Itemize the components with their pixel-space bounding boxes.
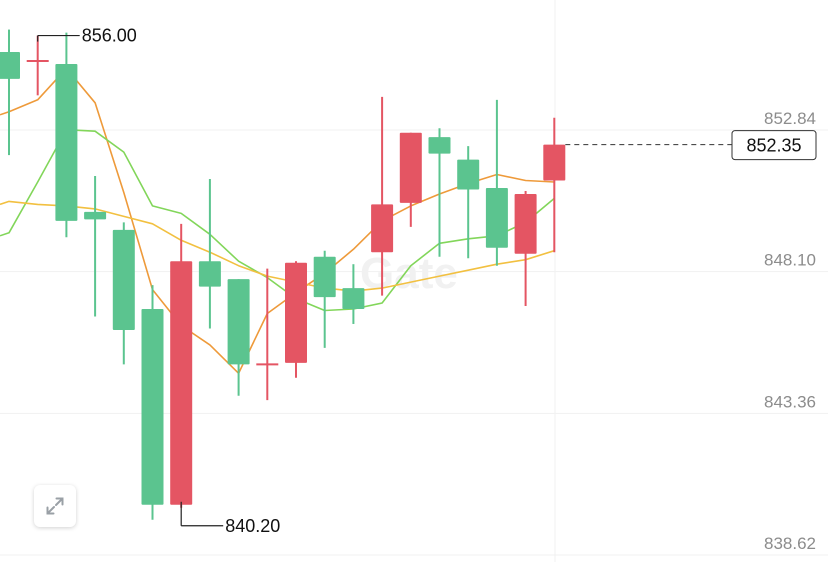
candle-body [485, 187, 508, 248]
candle-body [428, 137, 451, 154]
candle-body [112, 229, 135, 330]
last-price-box [731, 130, 817, 161]
candle-body [285, 262, 307, 363]
candle-body [313, 256, 336, 298]
price-axis-label: 852.84 [764, 109, 816, 128]
candle-body [371, 204, 394, 253]
candle-body [198, 261, 221, 287]
watermark: Gate [360, 249, 458, 298]
candle-body [84, 211, 107, 220]
expand-button[interactable] [34, 485, 76, 527]
price-axis: 852.84 848.10 843.36 838.62 [764, 109, 816, 553]
expand-arrows-icon [46, 497, 64, 515]
price-axis-label: 843.36 [764, 392, 816, 411]
last-price-label: 852.35 [746, 136, 801, 156]
candle-body [342, 288, 365, 310]
low-price-label: 840.20 [225, 516, 280, 536]
candle-body [514, 193, 537, 254]
annotations-layer: 856.00 840.20 852.35 [37, 26, 817, 536]
candle-body [170, 261, 193, 505]
candle-body [543, 144, 566, 181]
moving-average-layer [0, 67, 555, 375]
high-price-label: 856.00 [82, 26, 137, 46]
candle-body [55, 63, 78, 221]
ma-line [0, 128, 555, 312]
ma-line [0, 67, 555, 375]
price-axis-label: 848.10 [764, 251, 816, 270]
candles-layer [0, 29, 566, 520]
price-axis-label: 838.62 [764, 534, 816, 553]
candle-body [141, 309, 164, 505]
candle-body [227, 279, 250, 365]
ma-line [0, 200, 555, 292]
candle-body [399, 132, 422, 203]
candle-body [457, 159, 480, 190]
candle-body [0, 51, 20, 79]
